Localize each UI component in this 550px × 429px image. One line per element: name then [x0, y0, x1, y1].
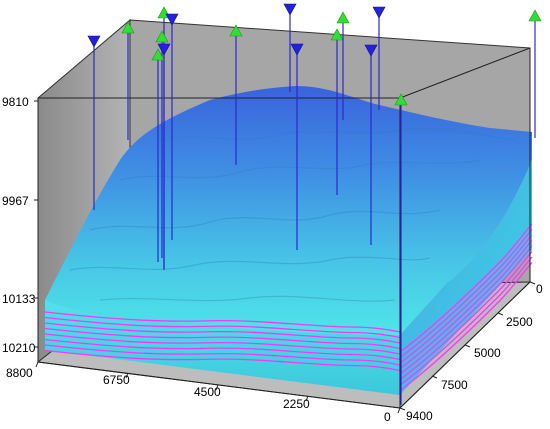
layer-line	[399, 251, 533, 381]
x-tick-label: 0	[384, 410, 391, 424]
producer-triangle-icon	[151, 48, 165, 61]
injector-triangle-icon	[364, 44, 378, 57]
injector-well	[157, 43, 171, 270]
layer-line	[44, 344, 401, 366]
injector-triangle-icon	[157, 43, 171, 56]
producer-well	[229, 24, 243, 165]
tick-mark	[431, 375, 438, 379]
y-tick-label: 0	[536, 282, 543, 296]
layer-line	[399, 262, 533, 392]
producer-well	[336, 11, 350, 120]
tick-mark	[397, 407, 401, 414]
producer-triangle-icon	[330, 28, 344, 41]
layer-line	[44, 322, 401, 344]
layer-line	[44, 327, 401, 350]
depth-axis: 9810 9967 10133 10210	[2, 95, 36, 355]
reservoir-top-surface	[45, 86, 532, 335]
y-tick-label: 2500	[506, 315, 533, 329]
producer-triangle-icon	[336, 11, 350, 24]
producer-well	[121, 21, 135, 140]
y-tick-label: 5000	[474, 346, 501, 360]
layer-line	[399, 256, 533, 386]
tick-mark	[305, 395, 309, 402]
producer-well	[330, 28, 344, 195]
layer-line	[399, 240, 533, 370]
injector-well	[165, 13, 179, 240]
tick-mark	[464, 344, 471, 348]
reservoir-front-face	[45, 300, 400, 395]
producer-well	[151, 48, 165, 262]
producer-triangle-icon	[394, 93, 408, 106]
injector-triangle-icon	[87, 35, 101, 48]
injector-well	[372, 6, 386, 110]
y-tick-label: 7500	[441, 378, 468, 392]
injector-well	[364, 44, 378, 245]
layer-line	[44, 338, 401, 361]
injector-triangle-icon	[165, 13, 179, 26]
y-axis: 0 2500 5000 7500 9400	[406, 282, 543, 423]
producer-well	[155, 30, 169, 258]
x-axis: 8800 6750 4500 2250 0	[6, 366, 391, 424]
x-tick-label: 4500	[194, 385, 221, 399]
depth-tick-label: 9810	[2, 95, 29, 109]
tick-mark	[529, 281, 536, 285]
injector-triangle-icon	[290, 43, 304, 56]
depth-tick-label: 9967	[2, 194, 29, 208]
layer-line	[44, 349, 401, 372]
injector-well	[87, 35, 101, 210]
tick-mark	[125, 372, 129, 379]
layer-line	[399, 229, 533, 359]
layer-line	[399, 234, 533, 364]
y-tick-label: 9400	[406, 409, 433, 423]
depth-tick-label: 10210	[2, 341, 36, 355]
x-tick-label: 6750	[103, 373, 130, 387]
producer-triangle-icon	[528, 9, 542, 22]
layer-line	[44, 333, 401, 355]
producer-well	[528, 9, 542, 138]
right-layer-lines	[399, 223, 533, 392]
injector-triangle-icon	[283, 3, 297, 16]
wells-layer	[87, 3, 542, 405]
tick-mark	[215, 384, 219, 391]
producer-triangle-icon	[229, 24, 243, 37]
producer-well	[394, 93, 408, 405]
front-layer-lines	[44, 311, 401, 372]
layer-line	[399, 223, 533, 353]
axis-ticks	[34, 100, 536, 414]
surface-texture	[69, 127, 516, 302]
layer-line	[44, 311, 401, 333]
tick-mark	[497, 312, 504, 316]
layer-line	[44, 316, 401, 339]
x-tick-label: 2250	[283, 397, 310, 411]
layer-line	[399, 245, 533, 375]
tick-mark	[399, 407, 406, 411]
x-tick-label: 8800	[6, 366, 33, 380]
tick-mark	[35, 361, 39, 368]
depth-tick-label: 10133	[2, 292, 36, 306]
producer-triangle-icon	[121, 21, 135, 34]
injector-well	[283, 3, 297, 92]
injector-well	[290, 43, 304, 250]
producer-triangle-icon	[155, 30, 169, 43]
injector-triangle-icon	[372, 6, 386, 19]
